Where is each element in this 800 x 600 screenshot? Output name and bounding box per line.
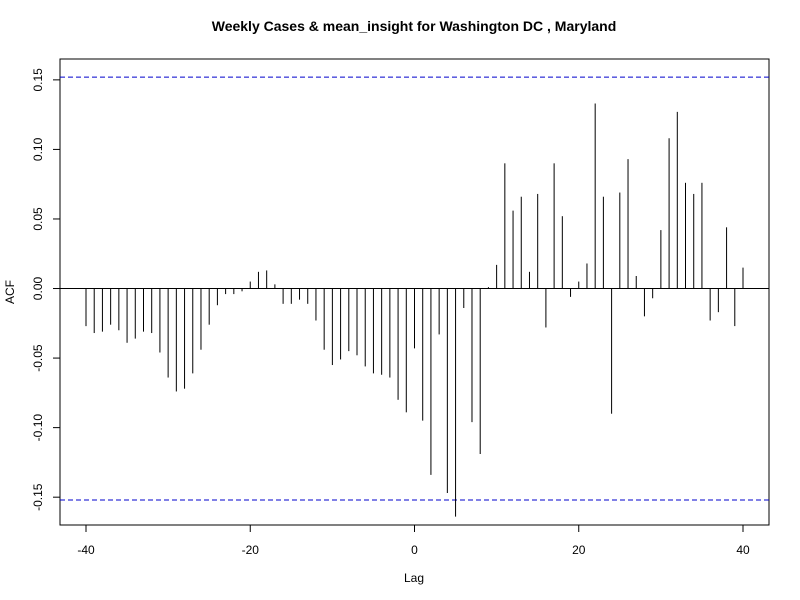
x-axis-label: Lag xyxy=(404,571,424,585)
x-tick-label: 20 xyxy=(572,543,586,557)
x-tick-label: -20 xyxy=(242,543,260,557)
x-axis: -40 -20 0 20 40 xyxy=(77,524,750,557)
y-tick-label: -0.10 xyxy=(31,414,45,442)
y-tick-label: -0.15 xyxy=(31,483,45,511)
y-tick-label: 0.05 xyxy=(31,207,45,231)
confidence-bounds xyxy=(60,76,769,501)
x-tick-label: -40 xyxy=(77,543,95,557)
y-tick-label: 0.10 xyxy=(31,137,45,161)
y-axis: -0.15 -0.10 -0.05 0.00 0.05 0.10 0.15 xyxy=(31,68,61,511)
y-tick-label: 0.00 xyxy=(31,277,45,301)
chart-title: Weekly Cases & mean_insight for Washingt… xyxy=(212,18,617,34)
x-tick-label: 40 xyxy=(736,543,750,557)
x-tick-label: 0 xyxy=(411,543,418,557)
acf-bars xyxy=(85,103,744,517)
y-tick-label: -0.05 xyxy=(31,344,45,372)
y-tick-label: 0.15 xyxy=(31,68,45,92)
y-axis-label: ACF xyxy=(3,280,17,304)
